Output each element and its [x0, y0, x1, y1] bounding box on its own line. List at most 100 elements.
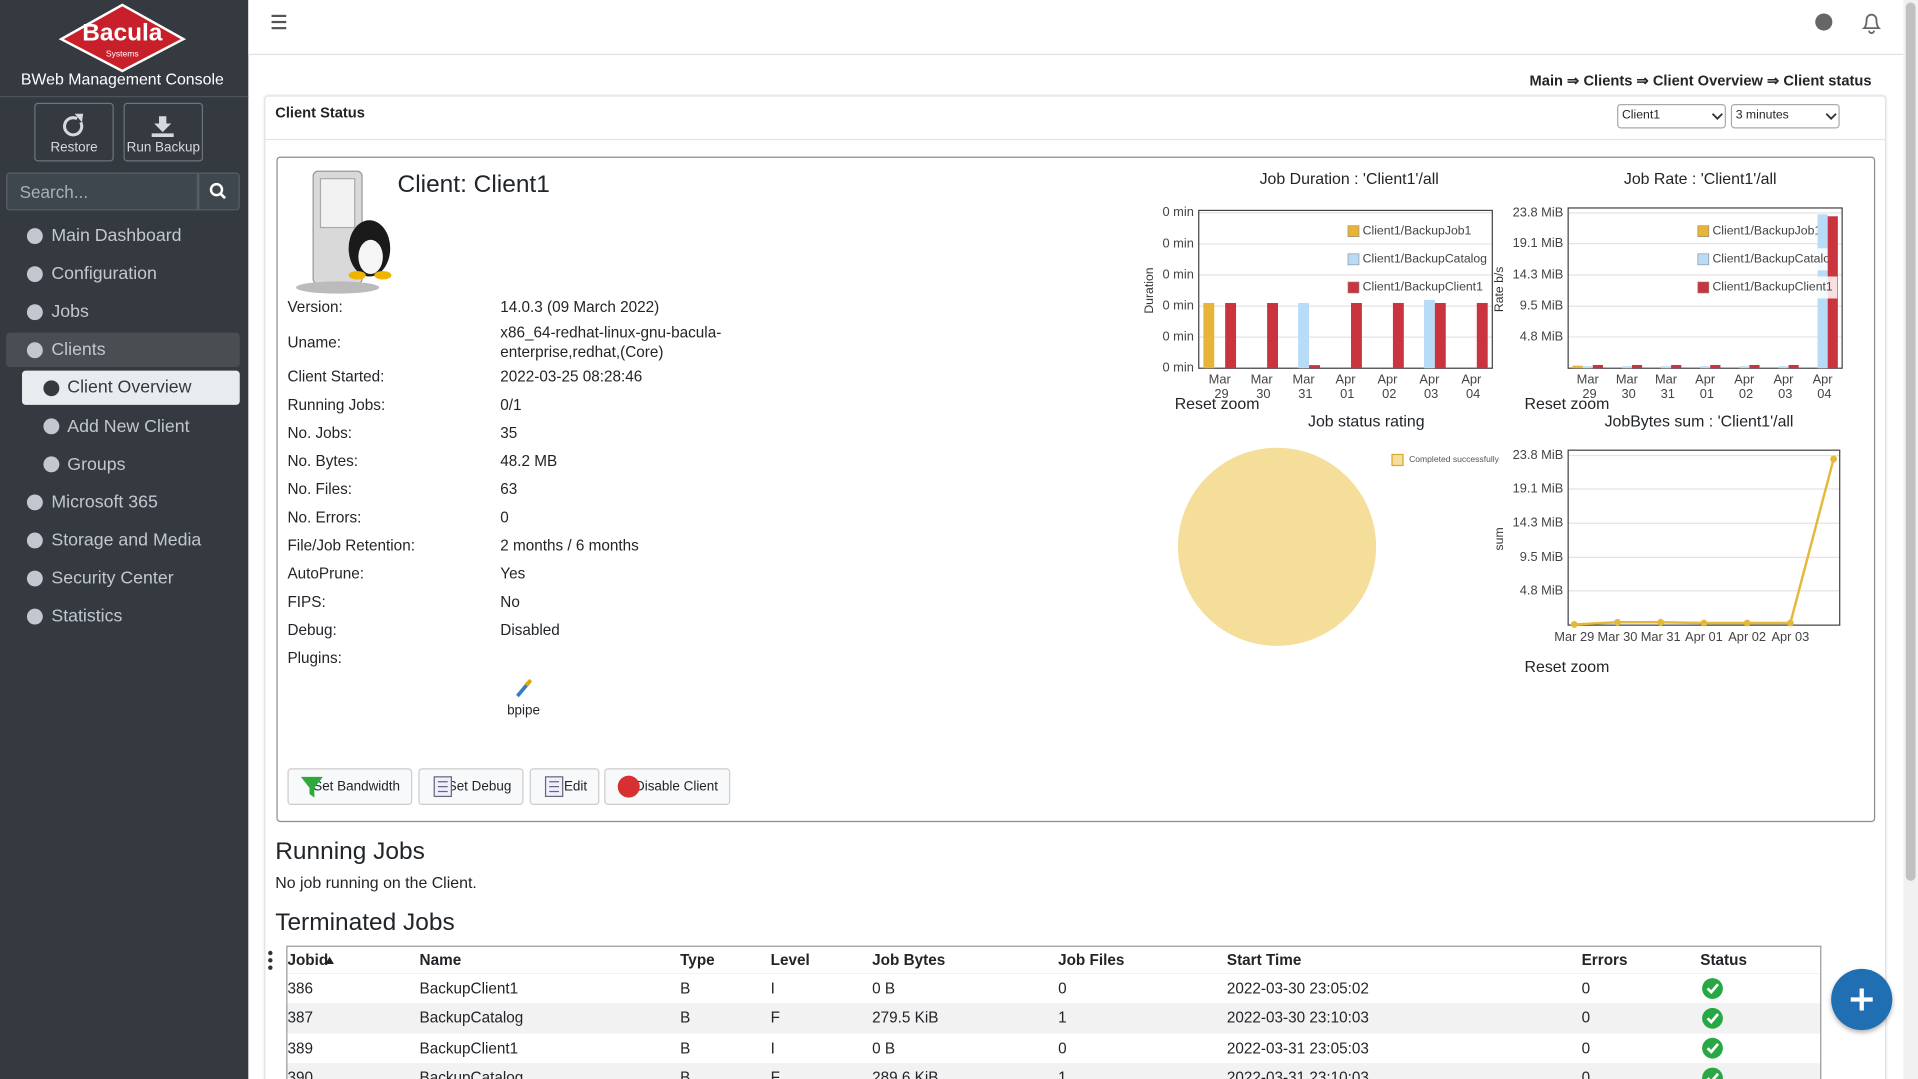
- property-value: Disabled: [500, 621, 560, 639]
- table-cell: 389: [287, 1039, 313, 1057]
- action-button[interactable]: Run Backup: [123, 102, 204, 162]
- table-cell: BackupClient1: [419, 1039, 519, 1057]
- action-button[interactable]: Disable Client: [604, 768, 731, 805]
- column-header[interactable]: Type: [680, 951, 715, 969]
- property-value: 48.2 MB: [500, 452, 558, 470]
- table-cell: B: [680, 1039, 691, 1057]
- property-value: 0: [500, 508, 509, 527]
- property-label: File/Job Retention:: [287, 537, 415, 555]
- menu-item[interactable]: Add New Client: [67, 416, 190, 437]
- table-cell: F: [770, 1069, 780, 1079]
- console-title: BWeb Management Console: [20, 69, 224, 89]
- client-box: [276, 156, 1876, 823]
- property-value: 2022-03-25 08:28:46: [500, 368, 643, 386]
- table-cell: 0: [1581, 1069, 1591, 1079]
- property-value: 63: [500, 480, 518, 498]
- property-label: Client Started:: [287, 368, 385, 386]
- menu-item[interactable]: Groups: [67, 454, 126, 475]
- section-title: Terminated Jobs: [275, 908, 455, 936]
- table-cell: 0: [1581, 979, 1591, 998]
- table-cell: 390: [287, 1069, 313, 1079]
- column-header[interactable]: Level: [770, 951, 810, 969]
- table-cell: 387: [287, 1009, 313, 1027]
- property-label: No. Bytes:: [287, 452, 358, 470]
- scrollbar-thumb: [1905, 2, 1916, 881]
- top-navbar: [248, 0, 1904, 56]
- property-value: x86_64-redhat-linux-gnu-bacula-enterpris…: [500, 324, 722, 361]
- table-cell: B: [680, 979, 691, 998]
- table-cell: BackupCatalog: [419, 1009, 524, 1027]
- table-cell: 1: [1058, 1009, 1067, 1027]
- table-cell: 1: [1058, 1069, 1067, 1079]
- plugin-name: bpipe: [507, 703, 540, 719]
- column-header[interactable]: Job Bytes: [872, 951, 946, 969]
- table-header: [286, 945, 1822, 976]
- search-input[interactable]: Search...: [6, 172, 199, 211]
- table-cell: BackupClient1: [419, 979, 519, 998]
- property-label: No. Jobs:: [287, 424, 353, 442]
- table-cell: 0 B: [872, 979, 896, 998]
- table-cell: 0: [1058, 1039, 1067, 1057]
- column-header[interactable]: Start Time: [1226, 951, 1302, 969]
- menu-item[interactable]: Statistics: [51, 606, 123, 627]
- menu-item[interactable]: Storage and Media: [51, 530, 202, 551]
- column-header[interactable]: Status: [1700, 951, 1747, 969]
- card-title: Client Status: [275, 103, 365, 122]
- menu-item[interactable]: Configuration: [51, 264, 157, 284]
- property-value: Yes: [500, 565, 526, 583]
- property-label: Version:: [287, 298, 343, 316]
- action-button[interactable]: Set Bandwidth: [287, 768, 413, 805]
- table-cell: 0: [1581, 1039, 1591, 1057]
- section-title: Running Jobs: [275, 838, 425, 865]
- property-label: No. Files:: [287, 480, 353, 498]
- table-row: [286, 1063, 1822, 1079]
- property-value: 14.0.3 (09 March 2022): [500, 298, 660, 316]
- table-cell: 2022-03-31 23:10:03: [1226, 1069, 1369, 1079]
- fab-button[interactable]: [1831, 968, 1893, 1031]
- table-cell: 0: [1581, 1009, 1591, 1027]
- property-label: FIPS:: [287, 593, 326, 611]
- menu-item[interactable]: Main Dashboard: [51, 226, 182, 246]
- menu-item[interactable]: Microsoft 365: [51, 492, 158, 513]
- menu-item[interactable]: Security Center: [51, 568, 174, 589]
- select[interactable]: 3 minutes: [1730, 103, 1840, 129]
- table-row: [286, 1003, 1822, 1034]
- table-cell: 386: [287, 979, 313, 998]
- table-cell: B: [680, 1009, 691, 1027]
- column-header[interactable]: Job Files: [1058, 951, 1125, 969]
- table-cell: 0: [1058, 979, 1067, 998]
- property-label: Running Jobs:: [287, 396, 386, 414]
- property-value: 0/1: [500, 396, 522, 414]
- menu-item[interactable]: Client Overview: [67, 378, 192, 399]
- breadcrumb: Main ⇒ Clients ⇒ Client Overview ⇒ Clien…: [1529, 72, 1872, 90]
- column-header[interactable]: Name: [419, 951, 462, 969]
- property-label: Plugins:: [287, 649, 342, 667]
- action-button[interactable]: Set Debug: [418, 768, 524, 805]
- table-row: [286, 1033, 1822, 1064]
- search-button[interactable]: [198, 172, 240, 211]
- table-cell: 2022-03-31 23:05:03: [1226, 1039, 1369, 1057]
- running-message: No job running on the Client.: [275, 873, 477, 892]
- table-cell: 2022-03-30 23:10:03: [1226, 1009, 1369, 1027]
- table-cell: 2022-03-30 23:05:02: [1226, 979, 1369, 998]
- table-cell: 0 B: [872, 1039, 896, 1057]
- table-cell: I: [770, 979, 775, 998]
- property-label: AutoPrune:: [287, 565, 364, 583]
- table-cell: F: [770, 1009, 780, 1027]
- menu-item[interactable]: Jobs: [51, 302, 89, 322]
- table-cell: 289.6 KiB: [872, 1069, 939, 1079]
- column-header[interactable]: Jobid: [287, 951, 329, 969]
- property-label: Debug:: [287, 621, 337, 639]
- table-cell: B: [680, 1069, 691, 1079]
- column-header[interactable]: Errors: [1581, 951, 1628, 969]
- property-value: No: [500, 593, 520, 611]
- property-label: Uname:: [287, 333, 342, 352]
- property-value: 35: [500, 424, 518, 442]
- menu-item[interactable]: Clients: [51, 340, 106, 361]
- action-button[interactable]: Edit: [529, 768, 600, 805]
- action-button[interactable]: Restore: [34, 102, 114, 162]
- table-row: [286, 973, 1822, 1004]
- select[interactable]: Client1: [1617, 103, 1726, 129]
- table-cell: 279.5 KiB: [872, 1009, 939, 1027]
